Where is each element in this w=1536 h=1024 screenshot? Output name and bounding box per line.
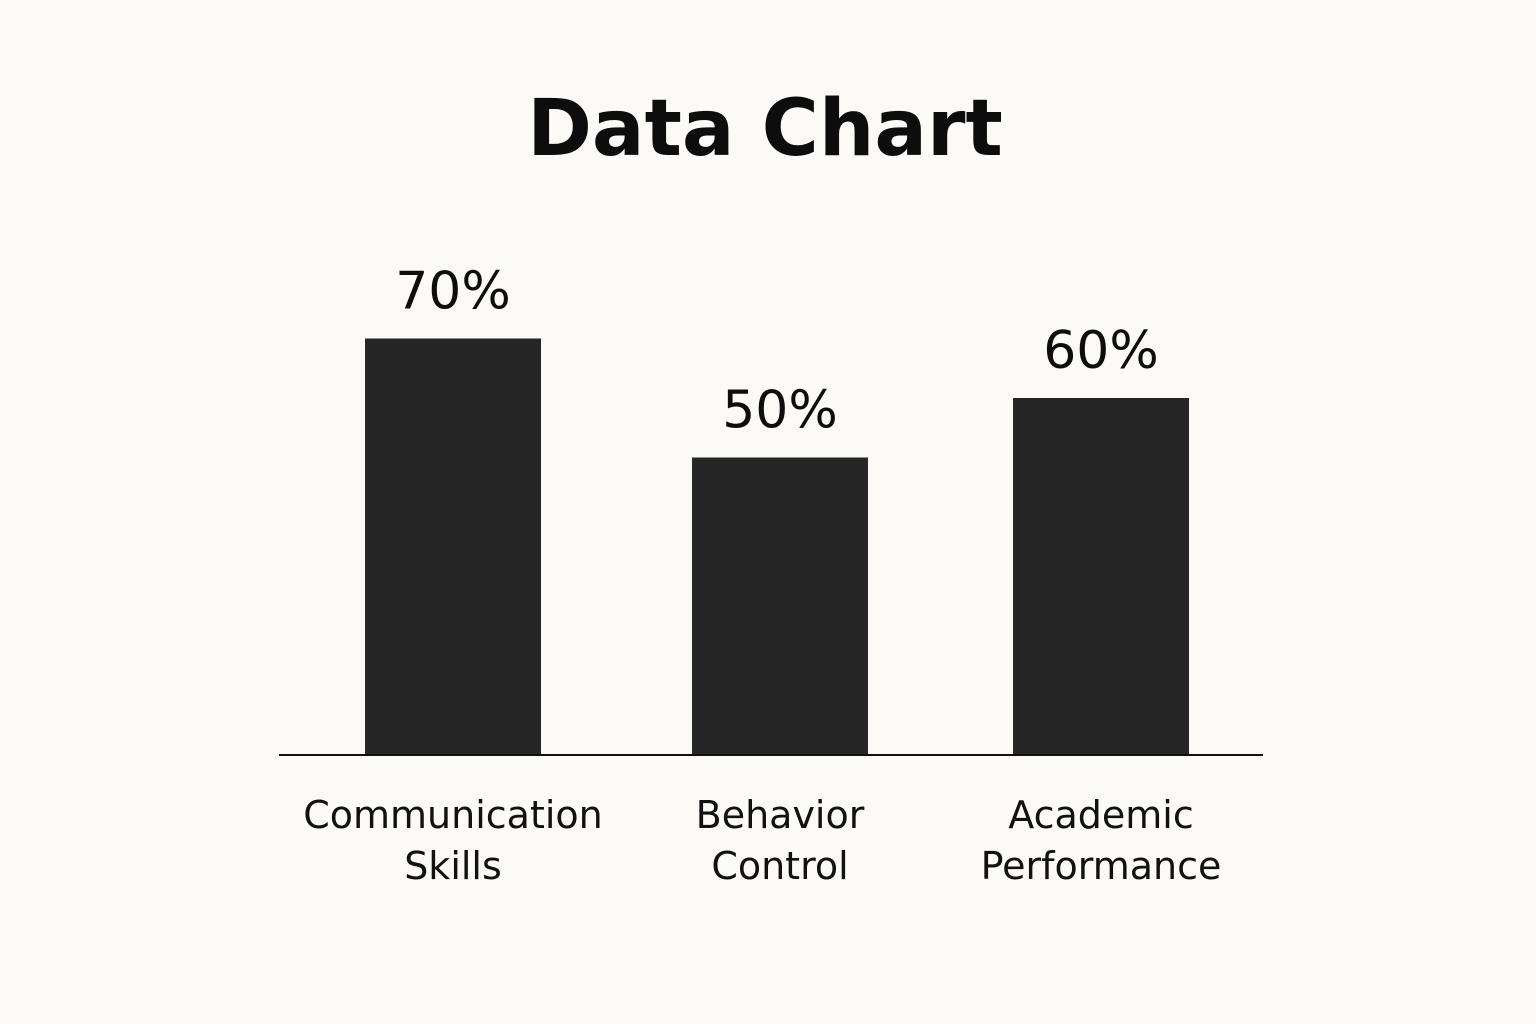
category-label-2: Behavior Control <box>696 793 865 888</box>
category-label-line: Control <box>711 844 848 888</box>
category-label-line: Performance <box>981 844 1222 888</box>
value-label-3: 60% <box>1043 321 1159 381</box>
category-label-line: Academic <box>1008 793 1193 837</box>
bar-2 <box>692 457 868 755</box>
chart-title: Data Chart <box>527 84 1003 174</box>
bars-group <box>365 338 1189 755</box>
value-label-2: 50% <box>722 381 838 441</box>
bar-1 <box>365 338 541 755</box>
value-labels-group: 70% 50% 60% <box>395 262 1159 441</box>
category-label-line: Communication <box>303 793 603 837</box>
bar-3 <box>1013 398 1189 755</box>
category-label-1: Communication Skills <box>303 793 603 888</box>
category-label-line: Skills <box>404 844 502 888</box>
value-label-1: 70% <box>395 262 511 322</box>
category-label-3: Academic Performance <box>981 793 1222 888</box>
category-label-line: Behavior <box>696 793 865 837</box>
category-labels-group: Communication Skills Behavior Control Academ… <box>303 793 1221 888</box>
